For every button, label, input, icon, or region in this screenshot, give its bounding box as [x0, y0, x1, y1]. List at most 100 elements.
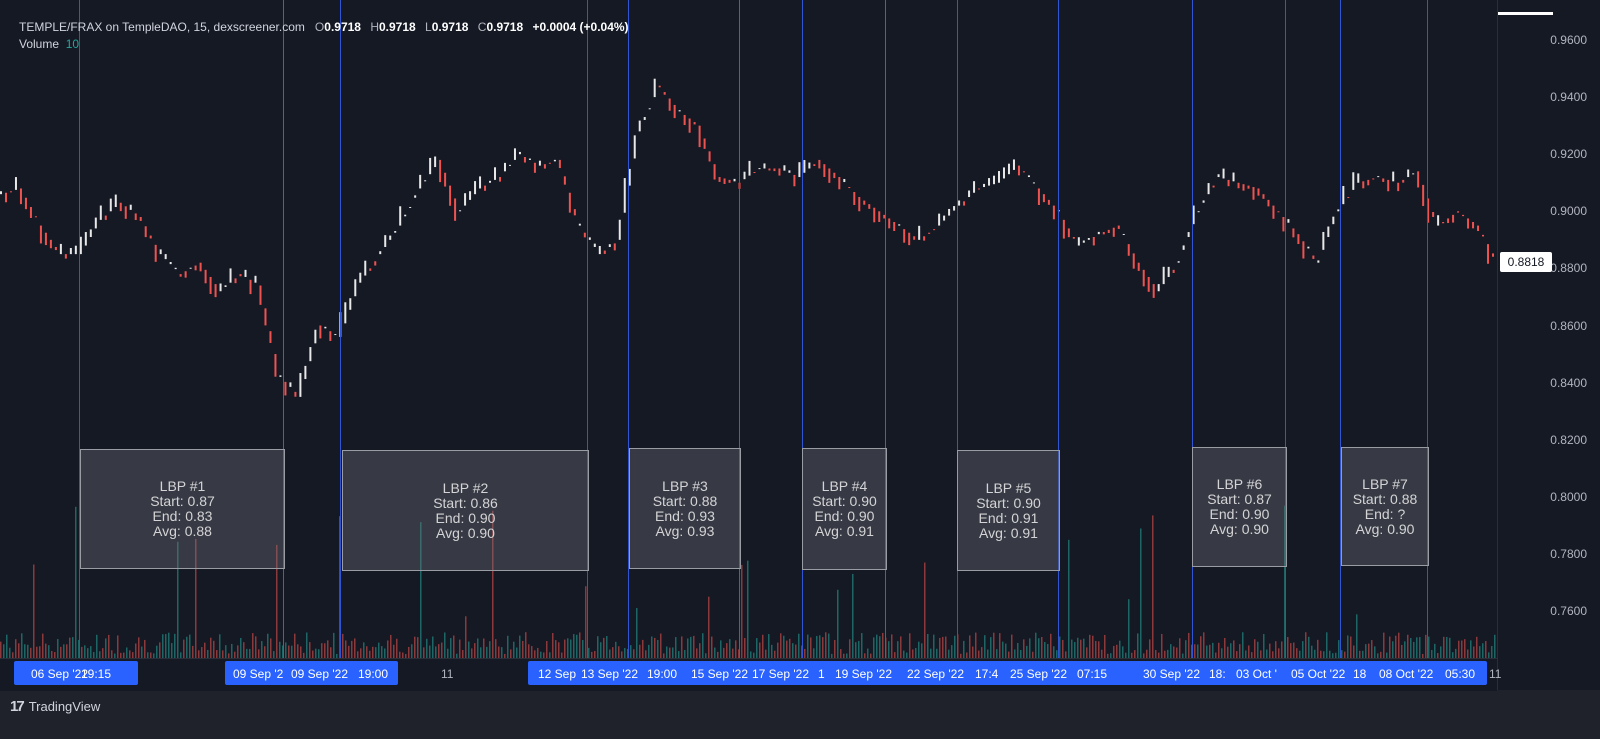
volume-bar [360, 648, 362, 658]
lbp-box[interactable]: LBP #3 Start: 0.88 End: 0.93 Avg: 0.93 [629, 448, 741, 569]
volume-bar [1131, 652, 1133, 658]
volume-bar [1185, 640, 1187, 658]
volume-bar [1443, 636, 1445, 658]
volume-bar [912, 649, 914, 658]
volume-bar [774, 650, 776, 658]
volume-bar [309, 642, 311, 658]
volume-bar [324, 643, 326, 658]
lbp-box[interactable]: LBP #1 Start: 0.87 End: 0.83 Avg: 0.88 [80, 449, 285, 569]
candle [563, 176, 566, 185]
lbp-box[interactable]: LBP #5 Start: 0.90 End: 0.91 Avg: 0.91 [957, 450, 1060, 571]
volume-bar [993, 632, 995, 658]
candle [858, 197, 861, 212]
volume-bar [1167, 649, 1169, 658]
candle [798, 162, 801, 178]
volume-bar [150, 652, 152, 658]
volume-bar [450, 638, 452, 658]
x-tick-label: 19 Sep '22 [835, 667, 893, 681]
volume-bar [1476, 636, 1478, 658]
volume-bar [630, 645, 632, 658]
volume-bar [1140, 528, 1142, 658]
lbp-box[interactable]: LBP #4 Start: 0.90 End: 0.90 Avg: 0.91 [802, 448, 887, 570]
volume-bar [402, 652, 404, 658]
candle [803, 160, 806, 173]
volume-bar [387, 640, 389, 658]
price-chart[interactable]: TEMPLE/FRAX on TempleDAO, 15, dexscreene… [0, 0, 1497, 658]
volume-bar [147, 652, 149, 658]
volume-bar [501, 647, 503, 658]
candle [1477, 225, 1480, 232]
volume-bar [1224, 638, 1226, 658]
candle [284, 381, 287, 396]
marker-line [628, 0, 629, 658]
volume-bar [1452, 652, 1454, 658]
volume-bar [1164, 650, 1166, 658]
volume-bar [1278, 648, 1280, 658]
volume-bar [1197, 644, 1199, 658]
volume-bar [771, 644, 773, 658]
volume-bar [1329, 650, 1331, 658]
volume-bar [462, 649, 464, 658]
candle [394, 231, 397, 233]
candle [1157, 284, 1160, 292]
candle [1217, 174, 1220, 178]
candle [1022, 171, 1025, 173]
volume-bar [744, 638, 746, 658]
candle [543, 164, 546, 169]
lbp-box[interactable]: LBP #2 Start: 0.86 End: 0.90 Avg: 0.90 [342, 450, 589, 571]
candle [459, 210, 462, 212]
volume-bar [264, 646, 266, 658]
time-axis[interactable]: 06 Sep '22 19:15 09 Sep '2 09 Sep '22 19:00 1… [0, 658, 1501, 691]
candle [424, 180, 427, 182]
volume-bar [897, 641, 899, 658]
candle [988, 178, 991, 186]
volume-bar [645, 650, 647, 658]
tradingview-logo[interactable]: 17 TradingView [10, 698, 100, 715]
volume-bar [1092, 635, 1094, 658]
volume-bar [1356, 614, 1358, 658]
candle [1382, 178, 1385, 182]
volume-bar [1023, 639, 1025, 658]
y-tick-label: 0.8200 [1550, 432, 1587, 447]
volume-bar [1032, 651, 1034, 658]
candle [204, 269, 207, 284]
candle [109, 198, 112, 212]
volume-bar [696, 648, 698, 658]
volume-bar [618, 646, 620, 658]
lbp-box[interactable]: LBP #7 Start: 0.88 End: ? Avg: 0.90 [1341, 447, 1429, 566]
candle [533, 162, 536, 173]
lbp-end: End: ? [1364, 505, 1406, 522]
candle [628, 168, 631, 186]
volume-bar [780, 633, 782, 658]
lbp-title: LBP #5 [985, 479, 1032, 496]
close-label: C [477, 20, 487, 34]
candle [713, 164, 716, 180]
volume-bar [582, 639, 584, 658]
y-tick-label: 0.9600 [1550, 33, 1587, 47]
volume-bar [363, 642, 365, 658]
candle [9, 191, 12, 193]
candle [0, 191, 2, 195]
candle [763, 163, 766, 169]
volume-bar [1410, 638, 1412, 658]
candle [643, 117, 646, 120]
volume-bar [1254, 639, 1256, 658]
volume-bar [312, 650, 314, 658]
volume-bar [1404, 641, 1406, 658]
volume-bar [465, 616, 467, 658]
volume-bar [1383, 632, 1385, 658]
candle [878, 211, 881, 222]
volume-bar [66, 644, 68, 658]
volume-bar [1035, 632, 1037, 658]
candle [548, 162, 551, 164]
volume-bar [1089, 634, 1091, 658]
volume-bar [366, 646, 368, 658]
price-axis[interactable]: 0.9600 0.9400 0.9200 0.9000 0.8800 0.8600 0.84… [1497, 0, 1600, 690]
volume-bar [879, 636, 881, 658]
volume-bar [381, 646, 383, 658]
candle [693, 122, 696, 125]
axis-marker [1498, 12, 1553, 15]
candle [199, 262, 202, 272]
lbp-box[interactable]: LBP #6 Start: 0.87 End: 0.90 Avg: 0.90 [1192, 447, 1287, 567]
candle [758, 168, 761, 170]
